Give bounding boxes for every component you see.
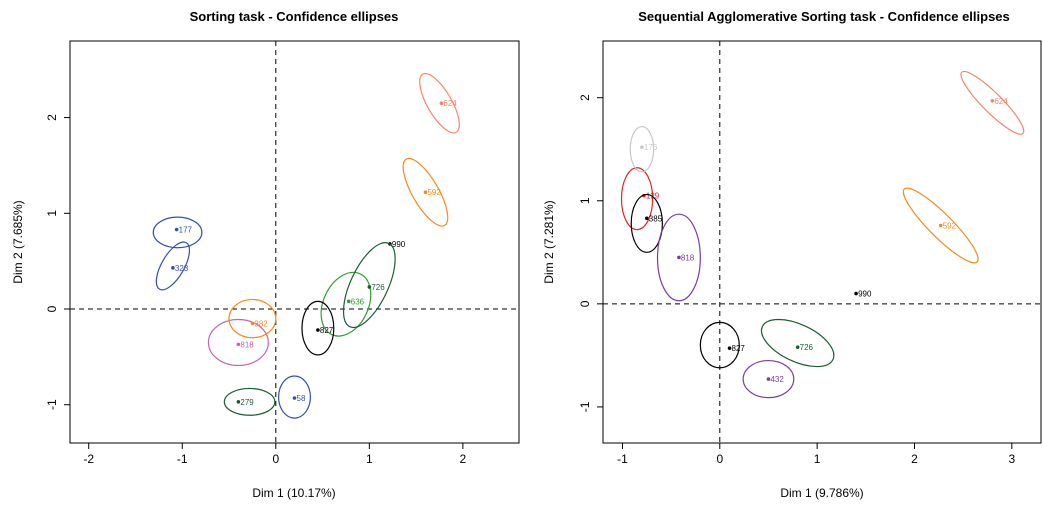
sorting-task-panel: Sorting task - Confidence ellipses Dim 1…: [11, 9, 520, 500]
x-tick-label: 0: [716, 452, 723, 466]
confidence-ellipse: [419, 72, 460, 134]
point-label: 726: [800, 343, 814, 352]
y-tick-label: 0: [578, 300, 592, 307]
confidence-ellipse: [630, 193, 663, 253]
y-tick-label: 0: [45, 305, 59, 312]
data-point: [990, 98, 995, 103]
confidence-ellipse: [760, 318, 835, 368]
x-tick-label: 0: [272, 452, 279, 466]
confidence-ellipse: [207, 318, 269, 367]
confidence-ellipse: [277, 375, 312, 419]
data-point: [439, 101, 444, 106]
confidence-ellipse: [223, 387, 276, 416]
data-point: [250, 321, 255, 326]
data-point: [174, 227, 179, 232]
point-label: 827: [320, 326, 334, 335]
y-tick-label: -1: [578, 401, 592, 412]
point-label: 382: [254, 319, 268, 328]
y-tick-label: 2: [578, 94, 592, 101]
x-tick-label: 2: [911, 452, 918, 466]
point-label: 624: [994, 97, 1008, 106]
point-label: 990: [858, 290, 872, 299]
confidence-ellipse: [656, 213, 701, 302]
data-point: [766, 377, 771, 381]
chart-title: Sorting task - Confidence ellipses: [190, 9, 399, 24]
y-tick-label: 1: [578, 197, 592, 204]
y-tick-label: -1: [45, 399, 59, 410]
point-label: 827: [732, 344, 746, 353]
confidence-ellipse: [152, 216, 203, 249]
data-point: [367, 285, 372, 289]
data-point: [938, 223, 943, 228]
point-label: 818: [240, 340, 254, 349]
point-label: 323: [175, 264, 189, 273]
data-point: [645, 216, 649, 221]
x-tick-label: 2: [460, 452, 467, 466]
data-point: [795, 345, 800, 349]
data-point: [727, 346, 732, 350]
point-label: 990: [392, 240, 406, 249]
x-tick-label: 3: [1008, 452, 1015, 466]
data-point: [677, 255, 681, 260]
data-point: [316, 328, 320, 332]
point-label: 176: [644, 143, 658, 152]
confidence-ellipse: [228, 298, 277, 339]
y-axis-label: Dim 2 (7.685%): [11, 200, 25, 283]
confidence-ellipse: [742, 359, 795, 399]
plot-frame: [69, 40, 520, 444]
point-label: 624: [443, 99, 457, 108]
y-axis-label: Dim 2 (7.281%): [542, 200, 556, 283]
confidence-ellipse: [301, 300, 335, 356]
confidence-ellipse: [629, 125, 655, 173]
y-tick-label: 1: [45, 210, 59, 217]
data-point: [236, 400, 241, 404]
confidence-ellipse: [342, 242, 396, 329]
point-label: 58: [297, 394, 306, 403]
data-point: [640, 145, 644, 149]
point-label: 592: [427, 188, 441, 197]
point-label: 636: [351, 297, 365, 306]
sequential-agglomerative-panel: Sequential Agglomerative Sorting task - …: [542, 9, 1042, 500]
data-point: [346, 299, 351, 304]
point-label: 818: [681, 253, 695, 262]
confidence-ellipse: [620, 167, 654, 231]
point-label: 177: [179, 226, 193, 235]
data-point: [236, 342, 241, 347]
x-tick-label: 1: [366, 452, 373, 466]
confidence-ellipse: [402, 157, 449, 227]
data-point: [854, 291, 858, 296]
confidence-ellipse: [699, 321, 740, 369]
plot-frame: [602, 40, 1042, 444]
x-tick-label: -1: [177, 452, 188, 466]
confidence-ellipse: [902, 187, 979, 264]
data-point: [292, 396, 297, 400]
confidence-ellipse: [320, 271, 372, 337]
chart-title: Sequential Agglomerative Sorting task - …: [638, 9, 1010, 24]
point-label: 726: [371, 283, 385, 292]
point-label: 592: [943, 222, 957, 231]
x-tick-label: -2: [83, 452, 94, 466]
y-tick-label: 2: [45, 114, 59, 121]
confidence-ellipse: [155, 241, 191, 291]
point-label: 385: [649, 214, 663, 223]
x-axis-label: Dim 1 (10.17%): [252, 486, 335, 500]
confidence-ellipse: [960, 70, 1025, 135]
point-label: 432: [770, 375, 784, 384]
data-point: [423, 190, 428, 195]
x-tick-label: -1: [617, 452, 628, 466]
point-label: 279: [240, 398, 254, 407]
x-tick-label: 1: [814, 452, 821, 466]
x-axis-label: Dim 1 (9.786%): [780, 486, 863, 500]
data-point: [171, 266, 175, 270]
